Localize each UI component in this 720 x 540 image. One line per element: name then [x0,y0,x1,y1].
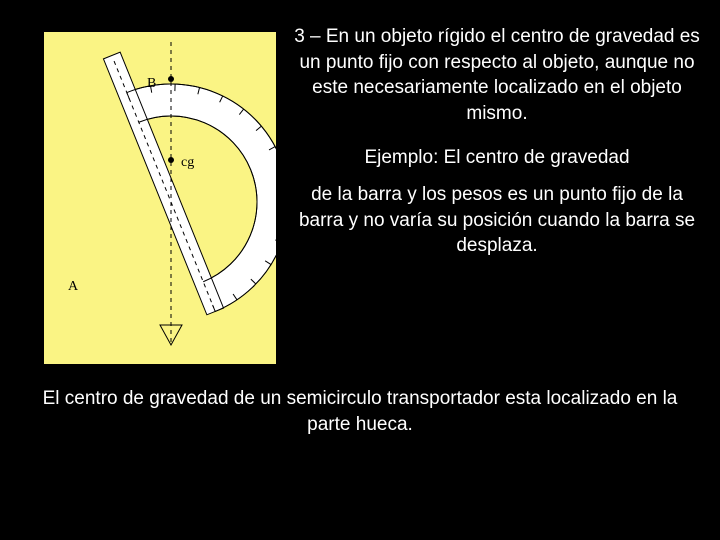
figure-container: Bcg A [40,28,280,368]
diagram-protractor-cg: Bcg A [40,28,280,368]
paragraph-4: El centro de gravedad de un semicirculo … [0,378,720,437]
paragraph-1: 3 – En un objeto rígido el centro de gra… [294,24,700,127]
paragraph-3: de la barra y los pesos es un punto fijo… [294,182,700,259]
slide: Bcg A 3 – En un objeto rígido el centro d… [0,0,720,540]
svg-text:B: B [147,76,156,91]
diagram-svg: Bcg A [44,32,276,364]
svg-text:A: A [68,279,79,294]
text-column: 3 – En un objeto rígido el centro de gra… [280,28,700,368]
top-row: Bcg A 3 – En un objeto rígido el centro d… [0,0,720,378]
svg-text:cg: cg [181,155,194,170]
paragraph-2: Ejemplo: El centro de gravedad [294,145,700,171]
